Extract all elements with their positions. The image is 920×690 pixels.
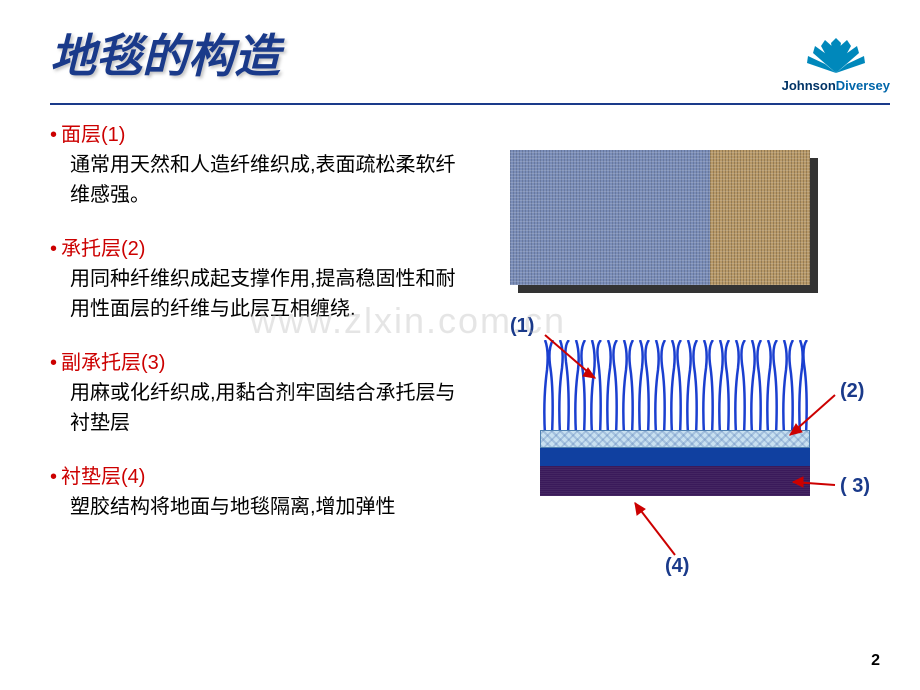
section-3-title: 副承托层(3) [61,352,165,374]
section-2-body: 用同种纤维织成起支撑作用,提高稳固性和耐用性面层的纤维与此层互相缠绕. [50,264,460,324]
section-3-body: 用麻或化纤织成,用黏合剂牢固结合承托层与衬垫层 [50,378,460,438]
logo: JohnsonDiversey [782,28,890,93]
bullet-icon: • [50,124,57,146]
layer-3 [540,448,810,466]
section-1-body: 通常用天然和人造纤维织成,表面疏松柔软纤维感强。 [50,150,460,210]
arrow-2 [780,390,840,445]
layer-4 [540,466,810,496]
bullet-icon: • [50,466,57,488]
label-1: (1) [510,315,534,338]
label-3: ( 3) [840,475,870,498]
section-2-title: 承托层(2) [61,238,145,260]
section-1: •面层(1) 通常用天然和人造纤维织成,表面疏松柔软纤维感强。 [50,120,460,210]
layer-2 [540,430,810,448]
label-2: (2) [840,380,864,403]
section-4-body: 塑胶结构将地面与地毯隔离,增加弹性 [50,492,460,522]
right-column: (1) (2) ( 3) (4) [480,120,890,546]
logo-text: JohnsonDiversey [782,78,890,93]
section-4: •衬垫层(4) 塑胶结构将地面与地毯隔离,增加弹性 [50,462,460,522]
lotus-icon [801,28,871,76]
content: •面层(1) 通常用天然和人造纤维织成,表面疏松柔软纤维感强。 •承托层(2) … [0,105,920,546]
page-title: 地毯的构造 [50,20,280,86]
carpet-blue-panel [510,150,710,285]
carpet-tan-panel [710,150,810,285]
header: 地毯的构造 JohnsonDiversey [0,0,920,103]
left-column: •面层(1) 通常用天然和人造纤维织成,表面疏松柔软纤维感强。 •承托层(2) … [50,120,480,546]
section-1-title: 面层(1) [61,124,125,146]
section-4-title: 衬垫层(4) [61,466,145,488]
bullet-icon: • [50,352,57,374]
arrow-4 [625,495,680,560]
arrow-3 [785,470,840,495]
bullet-icon: • [50,238,57,260]
carpet-top-view [510,150,820,290]
page-number: 2 [871,652,880,670]
section-2: •承托层(2) 用同种纤维织成起支撑作用,提高稳固性和耐用性面层的纤维与此层互相… [50,234,460,324]
arrow-1 [540,330,610,390]
section-3: •副承托层(3) 用麻或化纤织成,用黏合剂牢固结合承托层与衬垫层 [50,348,460,438]
